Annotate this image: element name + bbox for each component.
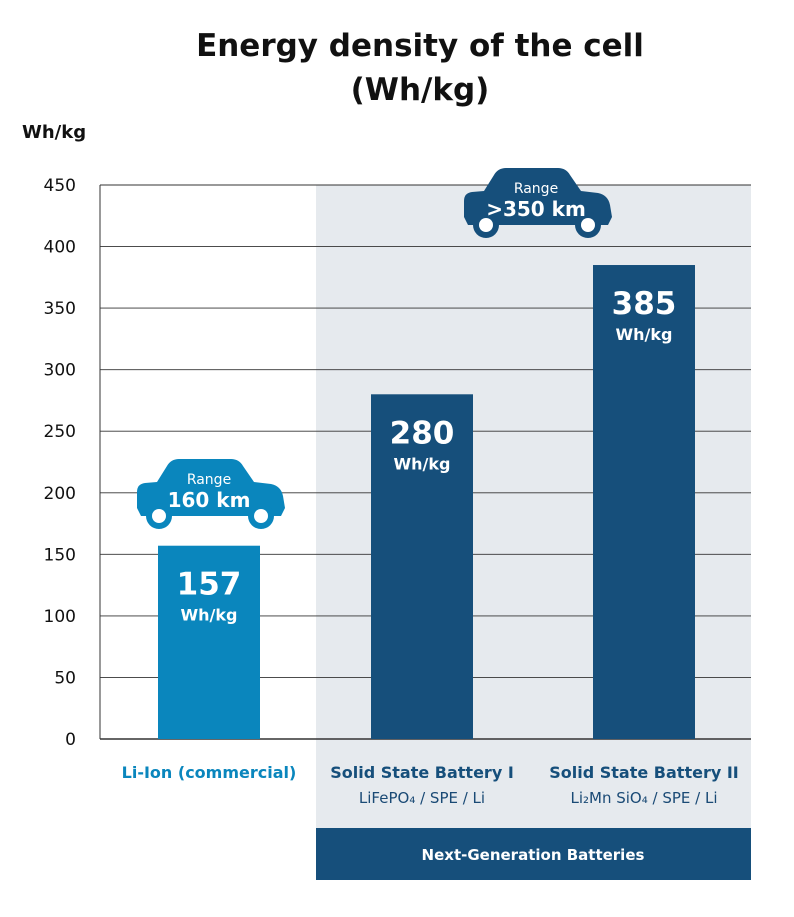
y-axis-label: Wh/kg [22,122,86,143]
y-tick-label: 100 [44,607,76,627]
car-wheel [254,509,268,523]
car-range-value: >350 km [486,197,586,221]
y-tick-label: 300 [44,361,76,381]
y-tick-label: 200 [44,484,76,504]
chart-title: Energy density of the cell [196,28,644,64]
y-tick-label: 250 [44,422,76,442]
car-range-value: 160 km [168,488,251,512]
y-tick-label: 400 [44,238,76,258]
bar-value-label: 157 [177,567,242,603]
category-sublabel: LiFePO₄ / SPE / Li [359,789,485,807]
car-body [137,459,285,516]
chart-subtitle: (Wh/kg) [351,72,490,108]
category-label: Li-Ion (commercial) [122,763,297,782]
bar-value-label: 385 [612,286,677,322]
bar [593,265,695,739]
category-label: Solid State Battery II [549,763,738,782]
next-gen-band [316,828,751,880]
bar [371,394,473,739]
y-tick-label: 50 [54,668,76,688]
y-tick-label: 350 [44,299,76,319]
bar-unit-label: Wh/kg [181,606,238,625]
bar-value-label: 280 [390,415,455,451]
car-range-label: Range [514,181,558,197]
y-tick-label: 450 [44,176,76,196]
car-range-label: Range [187,472,231,488]
bar-unit-label: Wh/kg [616,325,673,344]
y-tick-label: 150 [44,545,76,565]
bar-unit-label: Wh/kg [394,454,451,473]
car-wheel [479,218,493,232]
next-gen-band-label: Next-Generation Batteries [422,846,645,864]
y-tick-label: 0 [65,730,76,750]
car-wheel [581,218,595,232]
car-wheel [152,509,166,523]
category-label: Solid State Battery I [330,763,514,782]
category-sublabel: Li₂Mn SiO₄ / SPE / Li [570,789,717,807]
car-icon: Range>350 km [464,168,612,238]
bar [158,545,260,739]
car-body [464,168,612,225]
